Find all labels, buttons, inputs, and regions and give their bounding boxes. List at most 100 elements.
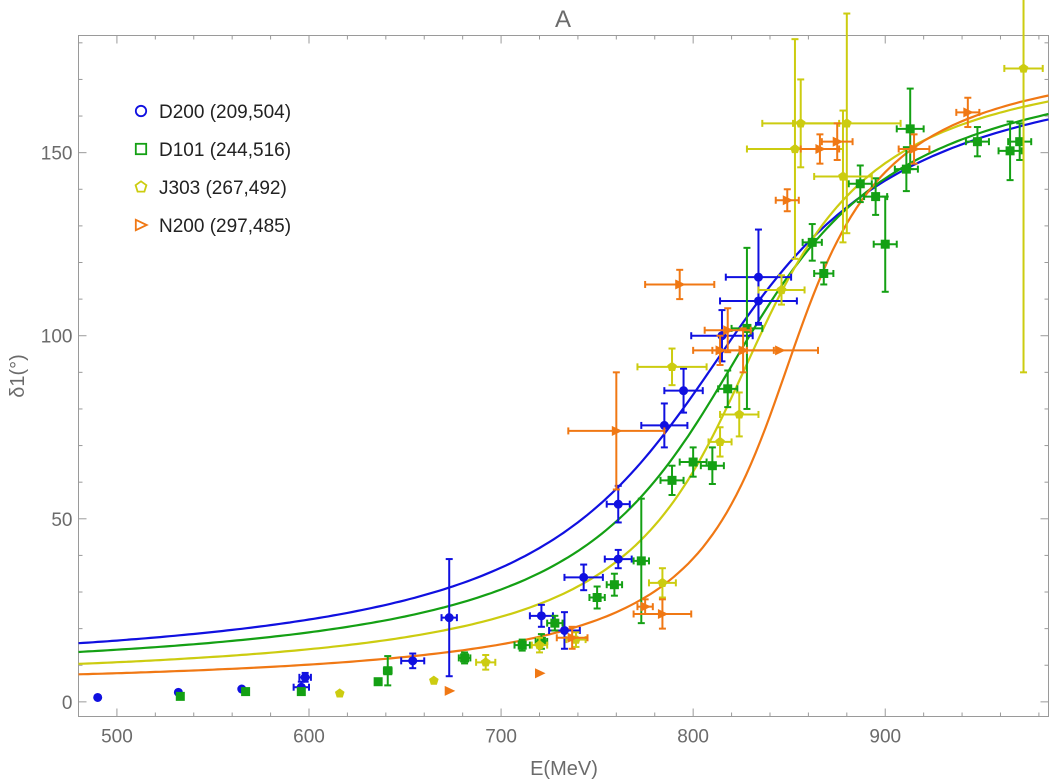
data-point (997, 120, 1023, 182)
plot-frame (78, 35, 1049, 717)
axis-ticks: 500 600 700 800 900 0 50 100 150 (41, 35, 1049, 748)
data-point (444, 685, 456, 696)
data-point (513, 638, 531, 652)
data-point (699, 446, 725, 486)
triangle-right-marker (134, 218, 149, 232)
y-tick-label: 50 (51, 510, 72, 531)
data-point (528, 603, 554, 628)
data-point (897, 133, 931, 165)
data-point (659, 464, 685, 496)
data-point (298, 671, 312, 683)
data-point (588, 585, 606, 610)
legend-label: N200 (297,485) (159, 216, 291, 237)
pentagon-marker (734, 409, 745, 419)
data-point (636, 347, 708, 387)
square-marker (175, 691, 185, 701)
square-marker (383, 666, 393, 676)
data-point (241, 687, 251, 697)
y-tick-label: 0 (62, 693, 73, 714)
circle-marker (536, 611, 546, 621)
pentagon-marker (534, 639, 545, 650)
fit-curve (78, 118, 1049, 645)
square-marker (707, 461, 717, 471)
pentagon-marker (1018, 63, 1029, 73)
data-point (813, 261, 835, 286)
triangle-right-marker (963, 107, 974, 118)
square-marker (905, 124, 915, 134)
square-marker (609, 580, 619, 590)
triangle-right-marker (832, 136, 844, 147)
legend: D200 (209,504) D101 (244,516) J303 (267,49… (134, 102, 291, 237)
data-point (605, 484, 631, 524)
square-marker (855, 179, 865, 189)
data-point (703, 307, 752, 354)
triangle-right-marker (782, 195, 794, 206)
triangle-right-marker (723, 325, 734, 336)
square-marker (460, 653, 470, 663)
data-point (429, 675, 439, 685)
y-axis-title: δ1(°) (7, 354, 29, 398)
circle-marker (559, 625, 569, 635)
triangle-right-marker (675, 279, 686, 290)
data-point (895, 87, 925, 171)
x-tick-label: 600 (293, 727, 325, 748)
legend-label: J303 (267,492) (159, 178, 287, 199)
square-marker (550, 618, 560, 628)
pentagon-marker (134, 180, 148, 193)
legend-item: N200 (297,485) (134, 216, 291, 237)
legend-item: J303 (267,492) (134, 178, 287, 199)
triangle-right-marker (611, 425, 623, 436)
pentagon-marker (334, 688, 345, 698)
y-tick-label: 150 (41, 144, 73, 165)
triangle-right-marker (444, 685, 456, 696)
data-point (440, 558, 458, 678)
data-point (93, 692, 103, 702)
triangle-right-marker (567, 632, 579, 643)
square-marker (373, 677, 383, 687)
pentagon-marker (715, 436, 725, 447)
data-point (801, 223, 823, 262)
data-point (872, 195, 898, 293)
data-point (719, 391, 760, 438)
data-point (1007, 122, 1033, 161)
data-point (717, 369, 739, 409)
triangle-right-marker (815, 143, 826, 155)
pentagon-marker (657, 577, 668, 587)
data-point (647, 567, 677, 599)
data-point (175, 691, 185, 701)
data-point (555, 625, 589, 650)
pentagon-marker (667, 361, 677, 372)
triangle-right-marker (640, 601, 652, 612)
pentagon-marker (838, 171, 848, 181)
x-tick-label: 900 (869, 727, 901, 748)
data-point (373, 677, 383, 687)
square-marker (807, 237, 817, 247)
data-point (820, 122, 854, 161)
data-point (955, 96, 981, 129)
circle-marker (579, 572, 589, 582)
data-point (334, 688, 345, 698)
triangle-right-marker (775, 345, 786, 356)
triangle-right-marker (534, 668, 546, 679)
data-point (799, 133, 841, 165)
legend-item: D200 (209,504) (134, 102, 291, 123)
circle-marker (300, 672, 310, 682)
square-marker (972, 137, 982, 147)
data-point (632, 598, 693, 630)
data-point (644, 268, 716, 301)
square-marker (819, 268, 829, 278)
data-point (792, 12, 902, 235)
pentagon-marker (790, 143, 800, 154)
square-marker (636, 556, 646, 566)
square-marker (296, 687, 306, 697)
x-tick-label: 500 (101, 727, 133, 748)
pentagon-marker (776, 284, 787, 295)
legend-item: D101 (244,516) (134, 140, 291, 161)
data-point (530, 636, 549, 654)
circle-marker (134, 104, 148, 118)
data-point (707, 426, 733, 458)
data-point (813, 109, 873, 244)
y-tick-label: 100 (41, 327, 73, 348)
data-point (296, 687, 306, 697)
square-marker (1005, 146, 1015, 156)
